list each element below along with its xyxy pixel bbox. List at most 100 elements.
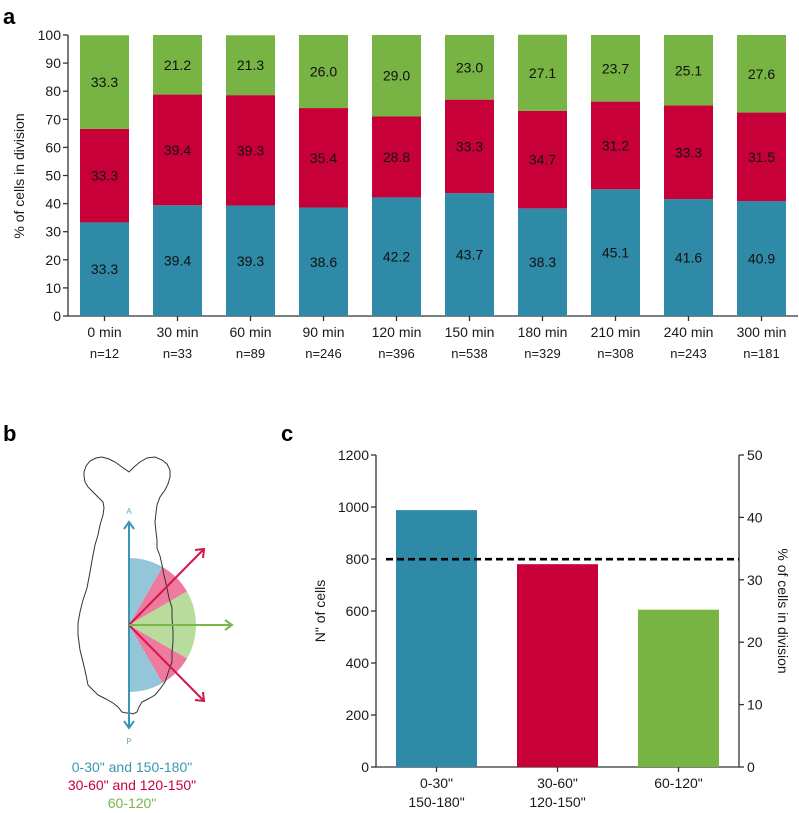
chart-a-data-label: 43.7 — [456, 247, 483, 263]
chart-a-data-label: 42.2 — [383, 249, 410, 265]
chart-a-x-tick-label: 180 min — [518, 324, 568, 340]
chart-a-bar-segment — [372, 116, 421, 198]
chart-a-bar-segment — [737, 35, 786, 113]
chart-a-bar-segment — [591, 189, 640, 316]
legend-green: 60-120" — [108, 795, 157, 811]
chart-a-bar-segment — [153, 94, 202, 206]
chart-a-data-label: 27.1 — [529, 65, 556, 81]
chart-c-right-tick-label: 0 — [747, 759, 755, 775]
chart-a-bar-segment — [153, 35, 202, 95]
chart-a-bar-segment — [664, 105, 713, 200]
chart-a-data-label: 28.8 — [383, 149, 410, 165]
chart-a-data-label: 38.6 — [310, 254, 337, 270]
chart-a-bar-segment — [664, 199, 713, 316]
chart-a-data-label: 21.2 — [164, 57, 191, 73]
chart-a-y-tick-label: 50 — [45, 168, 61, 184]
chart-a-data-label: 31.2 — [602, 137, 629, 153]
chart-c-left-axis-title: N" of cells — [312, 580, 328, 643]
chart-a-bar-segment — [518, 34, 567, 111]
chart-a-n-label: n=243 — [670, 346, 707, 361]
chart-a-bar-segment — [737, 112, 786, 202]
chart-a-data-label: 27.6 — [748, 66, 775, 82]
chart-a-y-tick-label: 20 — [45, 252, 61, 268]
chart-c-x-tick-label: 150-180" — [408, 794, 464, 810]
chart-a-y-tick-label: 90 — [45, 55, 61, 71]
chart-a-n-label: n=12 — [90, 346, 119, 361]
panel-label-b: b — [3, 421, 16, 446]
chart-c-right-tick-label: 10 — [747, 697, 763, 713]
chart-a-data-label: 41.6 — [675, 250, 702, 266]
wedge-0-30 — [129, 558, 163, 625]
chart-a-data-label: 34.7 — [529, 152, 556, 168]
chart-a-bar-segment — [518, 208, 567, 316]
chart-c: N" of cells % of cells in division 02004… — [312, 447, 791, 810]
chart-c-left-tick-label: 0 — [361, 759, 369, 775]
chart-c-right-tick-label: 40 — [747, 509, 763, 525]
legend-red: 30-60" and 120-150" — [68, 777, 196, 793]
chart-a-x-tick-label: 120 min — [372, 324, 422, 340]
chart-c-x-tick-label: 120-150" — [529, 794, 585, 810]
chart-a-bar-segment — [445, 193, 494, 316]
chart-a-data-label: 33.3 — [91, 261, 118, 277]
chart-a-data-label: 39.3 — [237, 253, 264, 269]
chart-a-y-tick-label: 40 — [45, 196, 61, 212]
chart-a-y-tick-label: 10 — [45, 280, 61, 296]
anterior-label: A — [126, 507, 132, 516]
chart-a-x-tick-label: 210 min — [591, 324, 641, 340]
legend-blue: 0-30" and 150-180" — [72, 759, 193, 775]
chart-a-n-label: n=538 — [451, 346, 488, 361]
chart-a-y-tick-label: 70 — [45, 111, 61, 127]
chart-a-bar-segment — [299, 108, 348, 208]
chart-a-n-label: n=246 — [305, 346, 342, 361]
chart-a-data-label: 33.3 — [91, 74, 118, 90]
chart-c-x-tick-label: 30-60" — [537, 775, 578, 791]
chart-a-bar-segment — [226, 205, 275, 316]
chart-a-bar-segment — [299, 207, 348, 316]
red-arrow-lower — [128, 624, 204, 701]
chart-a-data-label: 23.0 — [456, 59, 483, 75]
chart-a-x-tick-label: 60 min — [229, 324, 271, 340]
chart-a-y-tick-label: 30 — [45, 224, 61, 240]
posterior-arrowhead-icon — [123, 720, 135, 730]
chart-a-bar-segment — [737, 201, 786, 316]
chart-a-bar-segment — [153, 205, 202, 316]
chart-a-data-label: 25.1 — [675, 62, 702, 78]
chart-a-x-tick-label: 0 min — [87, 324, 121, 340]
chart-a-data-label: 31.5 — [748, 149, 775, 165]
chart-a-bar-segment — [664, 35, 713, 106]
chart-c-x-tick-label: 60-120" — [654, 775, 703, 791]
chart-a-y-tick-label: 80 — [45, 83, 61, 99]
red-arrow-lower-head-icon — [194, 691, 206, 703]
chart-a-data-label: 38.3 — [529, 254, 556, 270]
panel-label-a: a — [3, 4, 16, 29]
chart-a-bar-segment — [518, 110, 567, 209]
chart-a-x-tick-label: 30 min — [156, 324, 198, 340]
orientation-diagram: A P 0-30" and 150-180" 30-60" and 120-15… — [68, 456, 234, 811]
chart-c-left-tick-label: 600 — [346, 603, 370, 619]
chart-c-left-tick-label: 200 — [346, 707, 370, 723]
cell-outline — [77, 456, 174, 715]
chart-a: % of cells in division 0 10 20 30 40 50 60 70 80… — [11, 27, 798, 361]
chart-a-data-label: 39.3 — [237, 142, 264, 158]
anterior-arrowhead-icon — [123, 520, 135, 530]
chart-c-left-tick-label: 1000 — [338, 499, 369, 515]
chart-a-data-label: 26.0 — [310, 64, 337, 80]
chart-a-bar-segment — [591, 35, 640, 102]
chart-a-bar-segment — [226, 35, 275, 96]
chart-a-bar-segment — [80, 222, 129, 316]
chart-a-data-label: 45.1 — [602, 245, 629, 261]
chart-a-bar-segment — [80, 128, 129, 223]
chart-a-data-label: 33.3 — [456, 138, 483, 154]
chart-c-right-tick-label: 30 — [747, 572, 763, 588]
chart-a-y-tick-label: 0 — [53, 308, 61, 324]
red-arrow-upper-head-icon — [194, 547, 206, 559]
chart-c-bar — [396, 510, 477, 767]
chart-a-bar-segment — [445, 35, 494, 100]
chart-a-bar-segment — [80, 35, 129, 129]
chart-a-data-label: 23.7 — [602, 60, 629, 76]
chart-c-bar — [638, 609, 719, 767]
chart-c-right-tick-label: 50 — [747, 447, 763, 463]
chart-c-bar — [517, 564, 598, 767]
chart-a-bar-segment — [299, 35, 348, 109]
